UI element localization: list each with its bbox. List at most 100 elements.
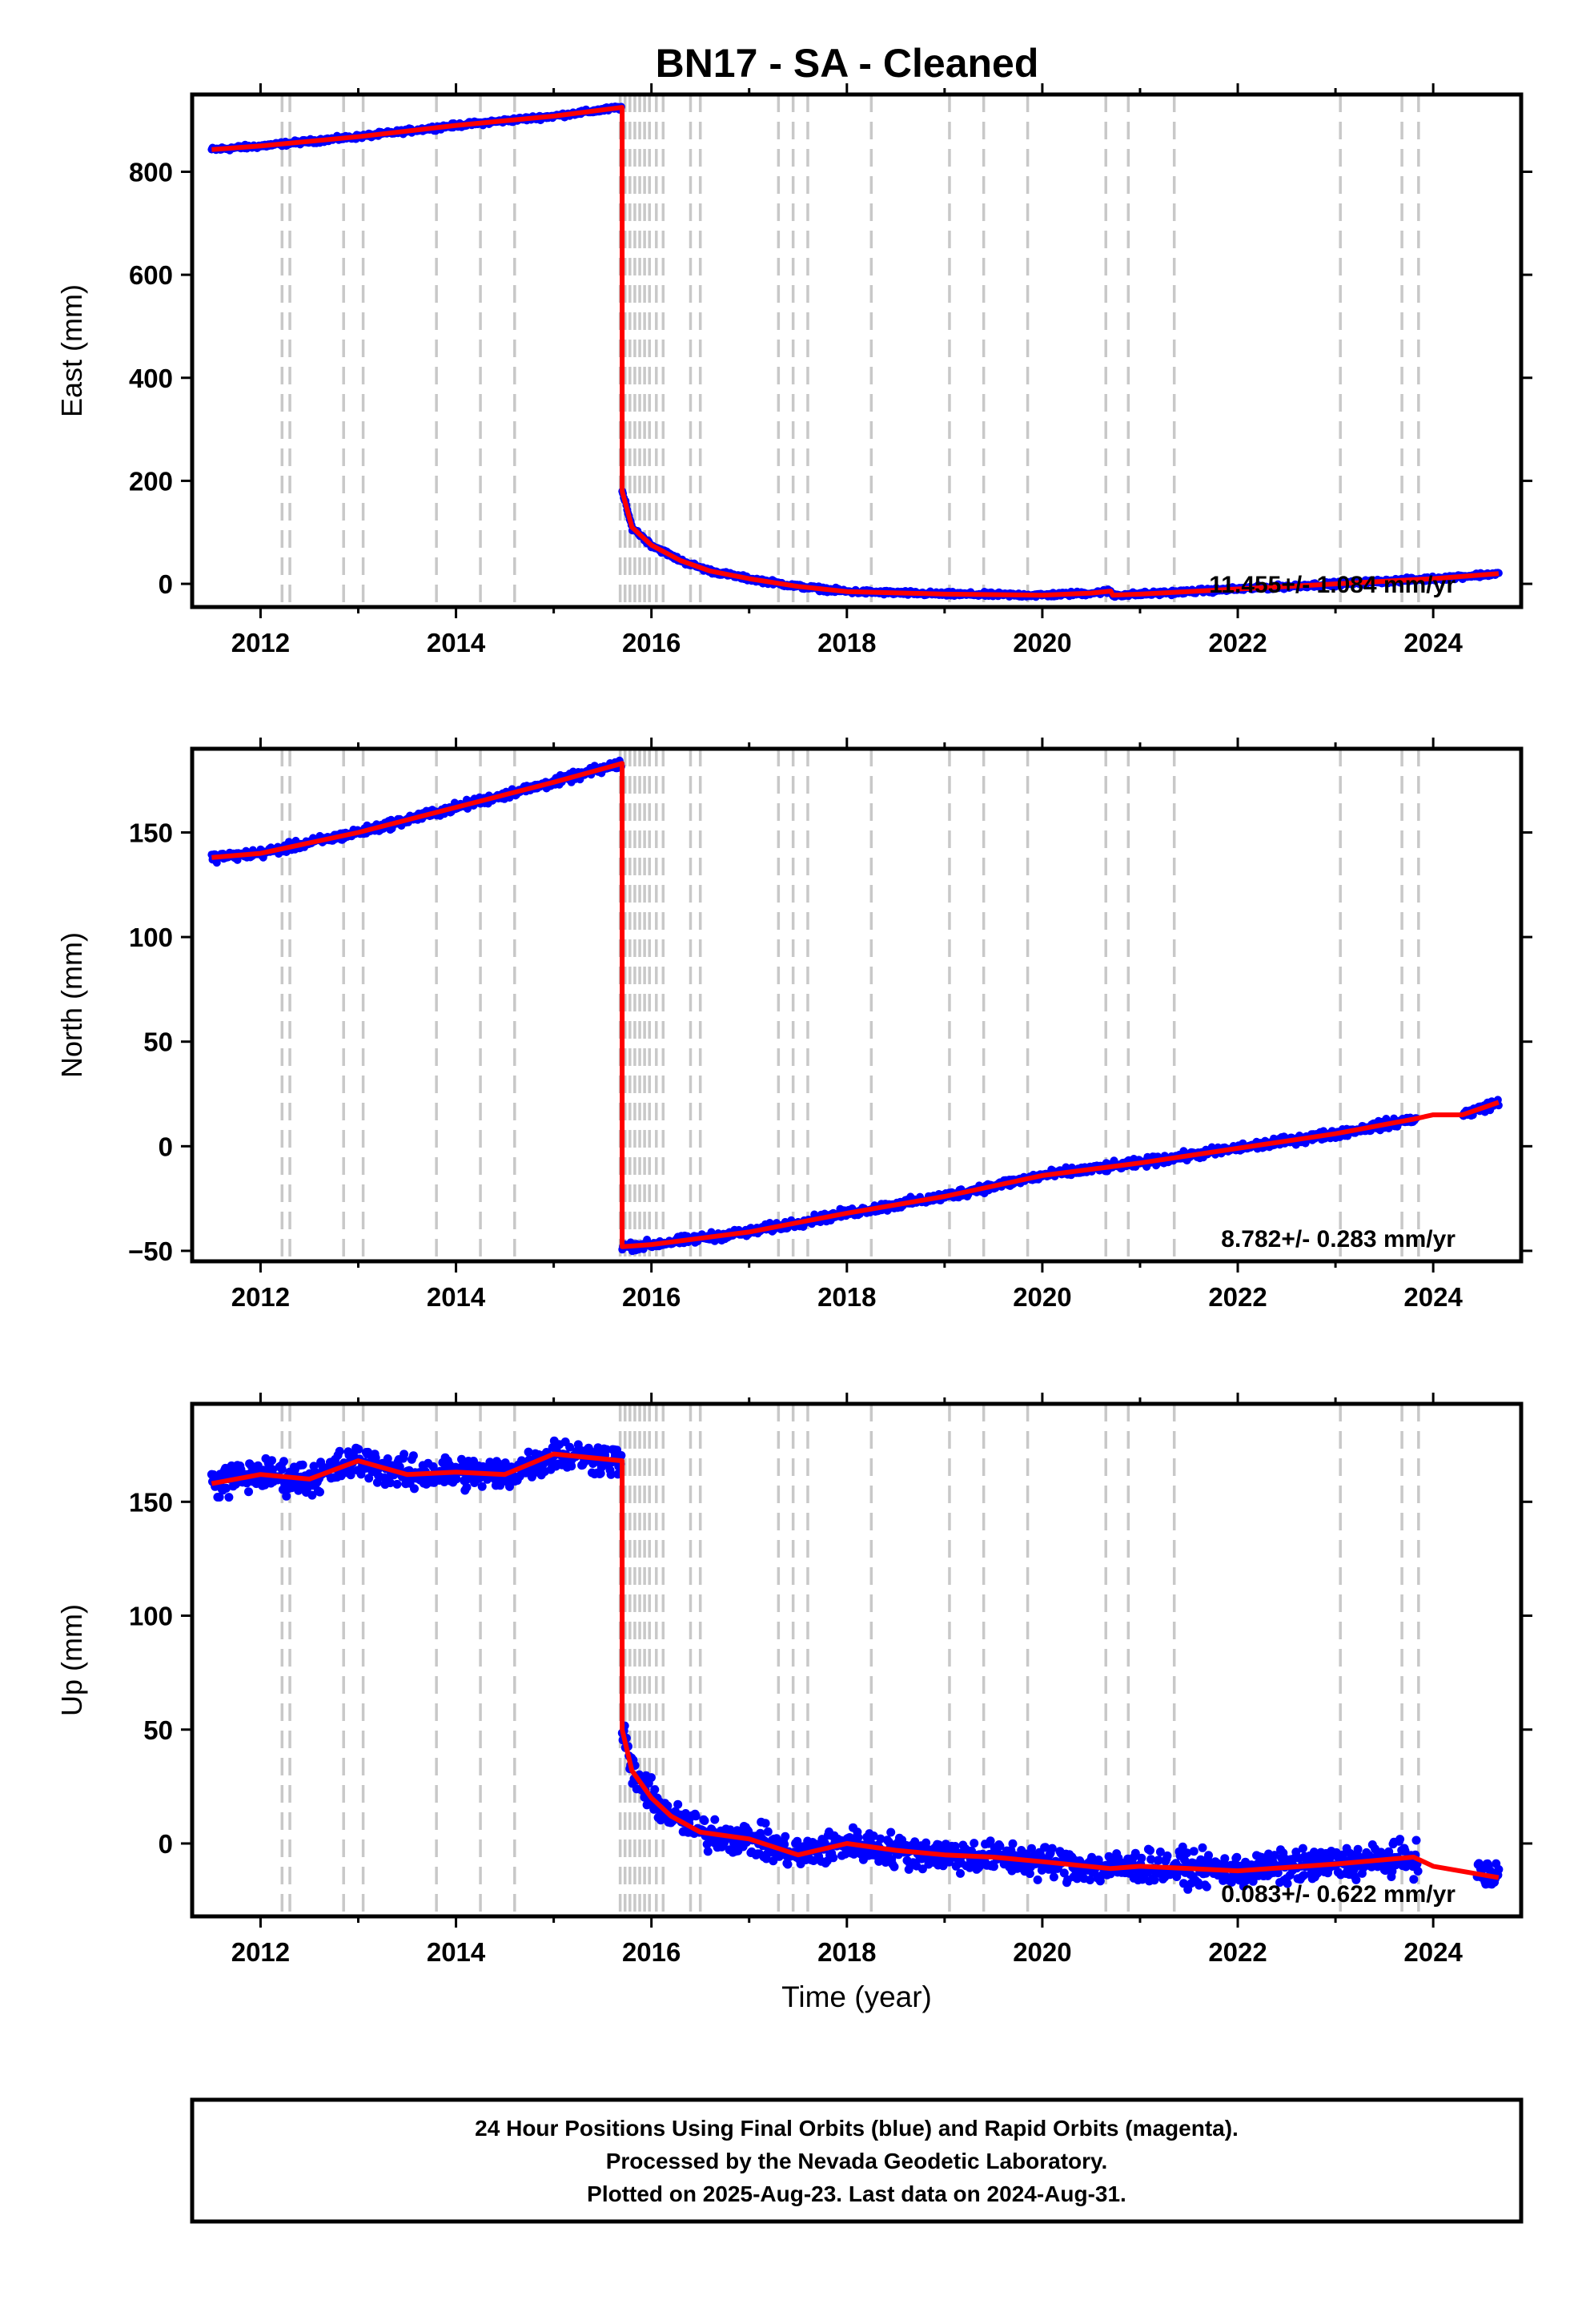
data-point	[1220, 1854, 1229, 1863]
plot-area	[207, 1404, 1504, 1916]
data-point	[781, 1832, 789, 1841]
data-point	[462, 1483, 471, 1492]
station-timeseries-figure: BN17 - SA - Cleaned 2012 2014 2016 2018 2020…	[0, 0, 1582, 2324]
rate-label: 0.083+/- 0.622 mm/yr	[1221, 1881, 1456, 1908]
data-point	[1146, 1846, 1154, 1855]
y-tick-label: 50	[143, 1027, 173, 1057]
data-point	[224, 1493, 233, 1502]
data-point	[692, 1811, 701, 1820]
y-tick-label: −50	[128, 1236, 173, 1266]
footer-line-3: Plotted on 2025-Aug-23. Last data on 202…	[587, 2181, 1126, 2206]
x-tick-label: 2014	[427, 1282, 486, 1312]
data-point	[1354, 1845, 1363, 1854]
y-tick-label: 50	[143, 1715, 173, 1745]
y-tick-label: 0	[159, 1829, 173, 1859]
x-tick-label: 2022	[1208, 628, 1267, 657]
data-point	[1034, 1876, 1042, 1884]
y-tick-label: 100	[129, 1602, 173, 1631]
data-point	[784, 1860, 793, 1869]
chart-title: BN17 - SA - Cleaned	[656, 41, 1039, 86]
x-tick-label: 2024	[1403, 628, 1463, 657]
y-tick-label: 100	[129, 923, 173, 952]
data-point	[335, 1447, 344, 1456]
data-point	[886, 1828, 895, 1837]
y-axis-label: East (mm)	[55, 284, 88, 417]
data-point	[1050, 1872, 1058, 1881]
data-point	[1395, 1835, 1404, 1844]
panel-north: 2012 2014 2016 2018 2020 2022 2024 −50 0 50 100 150…	[55, 738, 1532, 1312]
data-point	[1412, 1836, 1421, 1845]
x-tick-label: 2020	[1013, 1282, 1071, 1312]
x-tick-label: 2018	[817, 1282, 876, 1312]
data-point	[701, 1816, 709, 1825]
data-point	[244, 1487, 253, 1496]
x-tick-label: 2016	[622, 1282, 681, 1312]
x-tick-label: 2014	[427, 628, 486, 657]
plot-area	[207, 749, 1503, 1261]
data-point	[409, 1451, 418, 1460]
x-tick-label: 2018	[817, 628, 876, 657]
data-point	[650, 1785, 659, 1794]
x-tick-label: 2022	[1208, 1282, 1267, 1312]
model-fit-line	[211, 1454, 1499, 1878]
x-tick-label: 2024	[1403, 1282, 1463, 1312]
x-tick-label: 2020	[1013, 628, 1071, 657]
y-tick-label: 150	[129, 818, 173, 847]
data-point	[1494, 1865, 1503, 1874]
panel-up: 2012 2014 2016 2018 2020 2022 2024 0 50 100 150 Up …	[55, 1393, 1532, 1967]
footer-line-1: 24 Hour Positions Using Final Orbits (bl…	[475, 2116, 1239, 2141]
x-tick-label: 2020	[1013, 1937, 1071, 1967]
x-tick-label: 2014	[427, 1937, 486, 1967]
x-axis-label: Time (year)	[781, 1980, 932, 2013]
x-tick-label: 2012	[231, 1282, 290, 1312]
x-tick-label: 2016	[622, 1937, 681, 1967]
y-tick-label: 400	[129, 364, 173, 393]
data-point	[1414, 1867, 1423, 1876]
y-tick-label: 150	[129, 1487, 173, 1517]
data-point	[278, 1465, 287, 1474]
rate-label: 11.455+/- 1.084 mm/yr	[1209, 572, 1456, 598]
y-axis-label: North (mm)	[55, 932, 88, 1078]
plot-area	[207, 94, 1503, 607]
x-tick-label: 2016	[622, 628, 681, 657]
data-point	[710, 1815, 719, 1824]
data-point	[956, 1869, 965, 1878]
y-tick-label: 0	[159, 1132, 173, 1161]
data-point	[1190, 1847, 1199, 1856]
data-point	[761, 1819, 770, 1827]
panel-east: 2012 2014 2016 2018 2020 2022 2024 0 200 400 600 80…	[55, 83, 1532, 657]
x-tick-label: 2012	[231, 628, 290, 657]
data-point	[315, 1488, 324, 1497]
data-point	[279, 1457, 288, 1466]
data-point	[400, 1449, 408, 1458]
model-fit-line	[211, 107, 1499, 595]
data-point	[1299, 1844, 1307, 1853]
y-tick-label: 200	[129, 466, 173, 496]
x-tick-label: 2018	[817, 1937, 876, 1967]
footer-line-2: Processed by the Nevada Geodetic Laborat…	[606, 2149, 1108, 2173]
data-point	[1203, 1883, 1211, 1892]
data-point	[1048, 1844, 1057, 1853]
model-fit-line	[211, 763, 1499, 1246]
y-tick-label: 800	[129, 157, 173, 187]
data-point	[890, 1863, 899, 1872]
data-point	[410, 1484, 419, 1493]
data-point	[267, 1456, 276, 1465]
plot-frame	[192, 94, 1521, 607]
data-point	[970, 1839, 978, 1848]
data-point	[1009, 1839, 1018, 1848]
data-point	[673, 1800, 682, 1809]
y-axis-label: Up (mm)	[55, 1604, 88, 1716]
y-tick-label: 0	[159, 569, 173, 599]
data-point	[393, 1480, 402, 1489]
data-point	[829, 1853, 837, 1862]
data-point	[1163, 1852, 1172, 1860]
data-point	[647, 1773, 656, 1782]
data-point	[704, 1847, 713, 1856]
data-point	[354, 1445, 363, 1454]
data-point	[478, 1482, 487, 1491]
x-tick-label: 2022	[1208, 1937, 1267, 1967]
x-tick-label: 2012	[231, 1937, 290, 1967]
footer-box: 24 Hour Positions Using Final Orbits (bl…	[192, 2100, 1521, 2221]
data-point	[282, 1492, 291, 1501]
